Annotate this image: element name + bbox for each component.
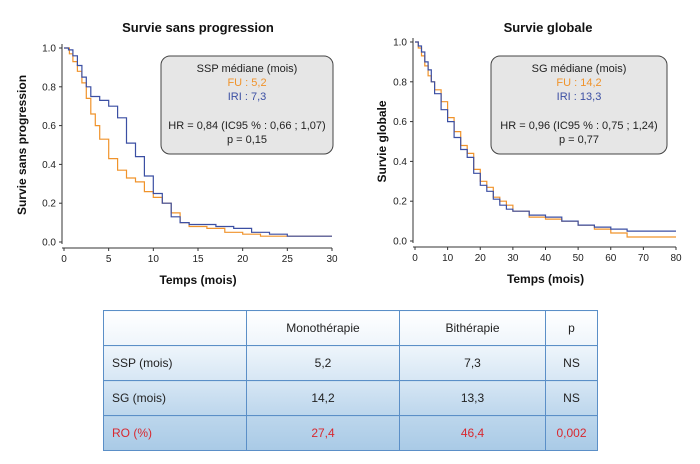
x-tick-label: 80 — [670, 253, 682, 264]
survival-charts: Survie sans progression 0.0 0.2 0.4 0.6 0.8 1.… — [15, 20, 682, 287]
table-cell: 13,3 — [399, 380, 546, 416]
x-axis-label: Temps (mois) — [159, 273, 236, 287]
info-box-fu: FU : 5,2 — [227, 77, 266, 89]
info-box-p: p = 0,15 — [227, 134, 267, 146]
row-label: SG (mois) — [103, 380, 247, 416]
x-tick-label: 10 — [442, 253, 454, 264]
x-axis-label: Temps (mois) — [507, 272, 584, 286]
info-box — [160, 55, 334, 155]
x-tick-label: 30 — [326, 254, 338, 265]
row-label: SSP (mois) — [103, 345, 247, 381]
x-tick-label: 60 — [605, 253, 617, 264]
y-tick-label: 0.4 — [393, 157, 407, 168]
chart-title: Survie globale — [504, 20, 593, 35]
table-cell: 46,4 — [399, 415, 546, 451]
survival-curve-iri — [64, 47, 332, 237]
table-row: SSP (mois) 5,2 7,3 NS — [103, 345, 598, 381]
table-cell: 5,2 — [246, 345, 400, 381]
x-tick-label: 5 — [106, 254, 112, 265]
table-cell: 14,2 — [246, 380, 400, 416]
survival-curve-fu — [64, 47, 332, 237]
x-tick-label: 40 — [540, 253, 552, 264]
y-tick-label: 0.8 — [393, 77, 407, 88]
y-axis-label: Survie globale — [375, 100, 389, 182]
header-cell: p — [545, 310, 598, 346]
y-tick-label: 0.6 — [42, 121, 56, 132]
x-tick-label: 25 — [282, 254, 294, 265]
summary-table: Monothérapie Bithérapie p SSP (mois) 5,2… — [103, 310, 598, 451]
x-tick-label: 15 — [192, 254, 204, 265]
info-box-hr: HR = 0,84 (IC95 % : 0,66 ; 1,07) — [168, 120, 325, 132]
info-box-hr: HR = 0,96 (IC95 % : 0,75 ; 1,24) — [500, 120, 657, 132]
info-box-iri: IRI : 13,3 — [557, 91, 602, 103]
info-box-p: p = 0,77 — [559, 134, 599, 146]
y-tick-label: 0.2 — [393, 197, 407, 208]
table-header-row: Monothérapie Bithérapie p — [103, 310, 598, 346]
header-cell — [103, 310, 247, 346]
info-box-title: SG médiane (mois) — [532, 63, 627, 75]
x-tick-label: 70 — [638, 253, 650, 264]
table-cell: NS — [545, 345, 598, 381]
y-tick-label: 0.0 — [42, 238, 56, 249]
x-tick-label: 20 — [237, 254, 249, 265]
header-cell: Bithérapie — [399, 310, 546, 346]
info-box-title: SSP médiane (mois) — [197, 63, 298, 75]
x-tick-label: 20 — [475, 253, 487, 264]
y-tick-label: 0.0 — [393, 237, 407, 248]
x-tick-label: 30 — [507, 253, 519, 264]
x-tick-label: 0 — [61, 254, 67, 265]
y-tick-label: 0.6 — [393, 117, 407, 128]
x-tick-label: 10 — [148, 254, 160, 265]
info-box-fu: FU : 14,2 — [556, 77, 601, 89]
table-cell: NS — [545, 380, 598, 416]
chart-title: Survie sans progression — [122, 20, 274, 35]
y-tick-label: 0.4 — [42, 160, 56, 171]
table-cell: 27,4 — [246, 415, 400, 451]
header-cell: Monothérapie — [246, 310, 400, 346]
table-cell: 7,3 — [399, 345, 546, 381]
info-box-iri: IRI : 7,3 — [228, 91, 267, 103]
y-tick-label: 0.2 — [42, 199, 56, 210]
y-tick-label: 1.0 — [42, 44, 56, 55]
table-cell: 0,002 — [545, 415, 598, 451]
y-tick-label: 0.8 — [42, 82, 56, 93]
x-tick-label: 50 — [573, 253, 585, 264]
y-axis-label: Survie sans progression — [15, 75, 29, 215]
row-label: RO (%) — [103, 415, 247, 451]
info-box — [490, 55, 668, 155]
y-tick-label: 1.0 — [393, 38, 407, 49]
survival-curve-iri — [415, 41, 676, 232]
x-tick-label: 0 — [412, 253, 418, 264]
table-row: RO (%) 27,4 46,4 0,002 — [103, 415, 598, 451]
table-row: SG (mois) 14,2 13,3 NS — [103, 380, 598, 416]
